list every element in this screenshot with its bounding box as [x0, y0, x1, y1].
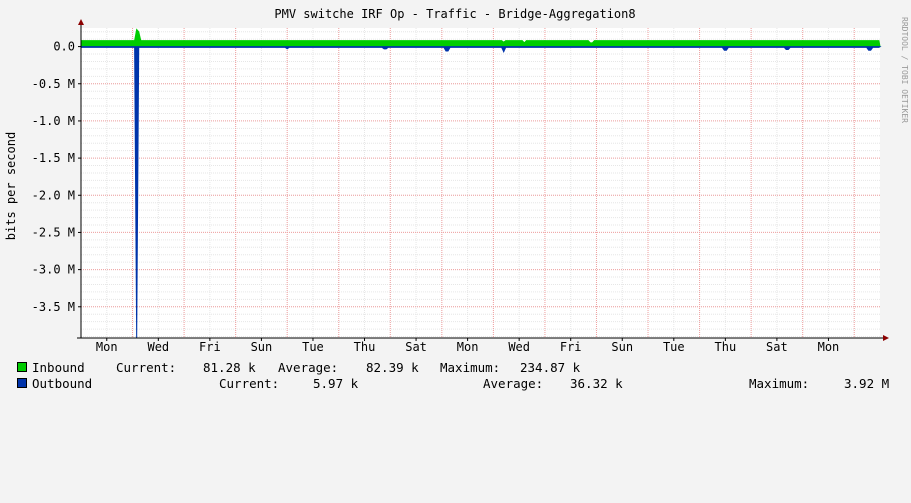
inbound-current-label: Current:: [116, 360, 177, 375]
y-axis-arrow: [78, 19, 84, 25]
series-area-inbound: [80, 28, 881, 48]
y-tick-label: -1.0 M: [32, 114, 75, 128]
traffic-chart: 0.0 -0.5 M -1.0 M -1.5 M -2.0 M -2.5 M -3.0 M -…: [4, 7, 909, 354]
legend-inbound: Inbound Current: 81.28 k Average: 82.39 …: [17, 361, 580, 375]
y-tick-label: -3.5 M: [32, 300, 75, 314]
outbound-average-label: Average:: [483, 376, 544, 391]
outbound-current-value: 5.97 k: [313, 376, 359, 391]
outbound-name: Outbound: [32, 376, 93, 391]
x-tick-label: Thu: [715, 340, 737, 354]
y-tick-label: -0.5 M: [32, 77, 75, 91]
series-area-outbound: [80, 46, 882, 339]
inbound-swatch: [17, 362, 27, 372]
x-tick-label: Thu: [354, 340, 376, 354]
axes: [77, 19, 889, 341]
x-tick-label: Sat: [405, 340, 427, 354]
outbound-swatch: [17, 378, 27, 388]
y-tick-label: -1.5 M: [32, 151, 75, 165]
x-tick-label: Tue: [663, 340, 685, 354]
x-tick-labels: Mon Wed Fri Sun Tue Thu Sat Mon Wed Fri Sun Tue Thu S…: [96, 340, 839, 354]
inbound-maximum-label: Maximum:: [440, 360, 501, 375]
x-tick-label: Mon: [96, 340, 118, 354]
inbound-average-label: Average:: [278, 360, 339, 375]
inbound-current-value: 81.28 k: [203, 360, 256, 375]
grid: [81, 28, 880, 338]
y-tick-label: -3.0 M: [32, 263, 75, 277]
x-tick-label: Wed: [147, 340, 169, 354]
outbound-maximum-value: 3.92 M: [844, 376, 890, 391]
legend-outbound: Outbound Current: 5.97 k Average: 36.32 …: [17, 377, 889, 391]
y-tick-label: -2.0 M: [32, 188, 75, 202]
x-tick-label: Tue: [302, 340, 324, 354]
plot-area: [81, 28, 880, 338]
x-tick-label: Sat: [766, 340, 788, 354]
y-tick-labels: 0.0 -0.5 M -1.0 M -1.5 M -2.0 M -2.5 M -3.0 M -…: [32, 40, 75, 314]
y-axis-label: bits per second: [4, 132, 18, 240]
inbound-average-value: 82.39 k: [366, 360, 419, 375]
y-tick-label: 0.0: [53, 40, 75, 54]
chart-title: PMV switche IRF Op - Traffic - Bridge-Ag…: [274, 7, 635, 21]
x-tick-label: Wed: [508, 340, 530, 354]
rrdtool-watermark: RRDTOOL / TOBI OETIKER: [900, 17, 909, 123]
x-tick-label: Mon: [457, 340, 479, 354]
inbound-maximum-value: 234.87 k: [520, 360, 581, 375]
y-tick-label: -2.5 M: [32, 225, 75, 239]
outbound-average-value: 36.32 k: [570, 376, 623, 391]
x-axis-arrow: [883, 335, 889, 341]
series-areas: [80, 28, 882, 339]
x-tick-label: Sun: [611, 340, 633, 354]
outbound-current-label: Current:: [219, 376, 280, 391]
x-tick-label: Fri: [199, 340, 221, 354]
inbound-name: Inbound: [32, 360, 85, 375]
x-tick-label: Mon: [818, 340, 840, 354]
x-tick-label: Fri: [560, 340, 582, 354]
x-tick-label: Sun: [251, 340, 273, 354]
outbound-maximum-label: Maximum:: [749, 376, 810, 391]
